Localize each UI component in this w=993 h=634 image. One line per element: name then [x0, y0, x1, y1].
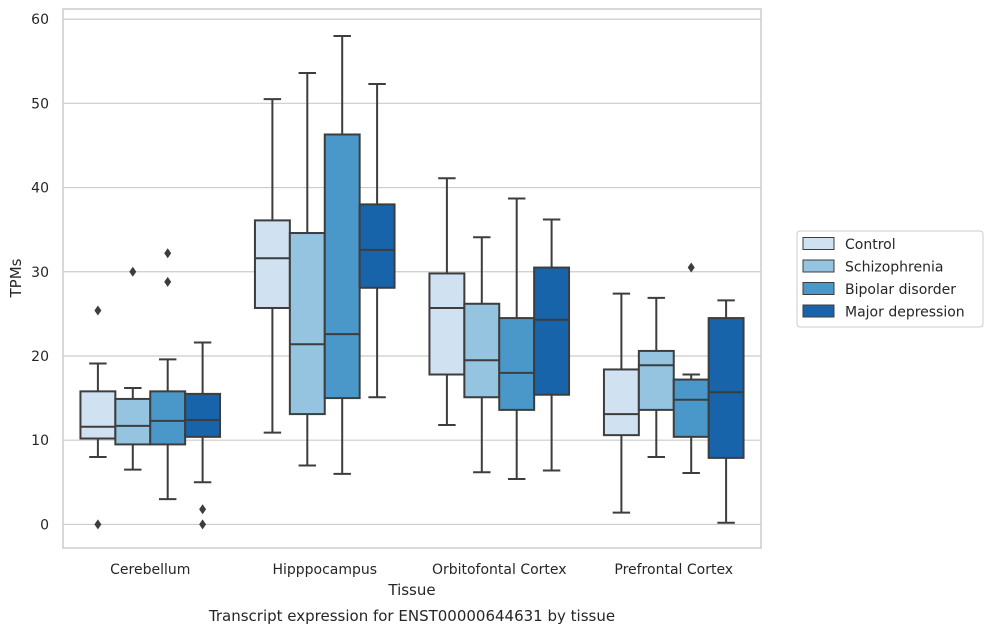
outlier-point: [164, 248, 172, 259]
outlier-point: [687, 262, 695, 273]
box-plot: [463, 236, 501, 474]
box-plot: [149, 248, 187, 501]
box-plot: [323, 34, 361, 475]
box-plot: [707, 299, 745, 524]
x-tick-label: Hipppocampus: [272, 562, 377, 578]
legend-label: Bipolar disorder: [845, 282, 956, 298]
box-plots: [79, 34, 745, 530]
box-plot: [428, 177, 466, 427]
outlier-point: [129, 266, 137, 277]
legend-swatch: [802, 259, 835, 273]
y-tick-label: 60: [31, 12, 49, 28]
outlier-point: [164, 276, 172, 287]
box-plot: [288, 72, 326, 467]
plot-frame: [62, 8, 762, 549]
chart-caption: Transcript expression for ENST0000064463…: [208, 607, 615, 625]
box-plot: [253, 98, 291, 434]
y-tick-label: 10: [31, 433, 49, 449]
box-iqr: [184, 392, 222, 438]
y-axis-label: TPMs: [7, 258, 25, 298]
legend-frame: [796, 230, 984, 328]
box-plot: [602, 292, 640, 514]
outlier-point: [199, 519, 207, 530]
outlier-point: [94, 305, 102, 316]
box-iqr: [288, 232, 326, 416]
legend-label: Schizophrenia: [845, 260, 943, 276]
box-iqr: [114, 397, 152, 446]
y-tick-label: 0: [40, 517, 49, 533]
legend-label: Control: [845, 237, 896, 253]
box-iqr: [672, 378, 710, 438]
outlier-point: [94, 519, 102, 530]
box-plot: [79, 305, 117, 530]
box-plot: [672, 262, 710, 475]
x-tick-label: Orbitofontal Cortex: [432, 562, 567, 578]
box-iqr: [637, 349, 675, 411]
legend-swatch: [802, 282, 835, 295]
x-axis-label: Tissue: [387, 581, 435, 599]
box-plot: [358, 82, 396, 399]
box-iqr: [463, 302, 501, 399]
y-tick-label: 50: [31, 96, 49, 112]
outlier-point: [199, 504, 207, 515]
legend-swatch: [802, 304, 835, 318]
box-iqr: [79, 390, 117, 440]
box-plot: [498, 197, 536, 480]
x-tick-labels: Cerebellum Hipppocampus Orbitofontal Corte…: [110, 562, 733, 578]
y-tick-label: 20: [31, 349, 49, 365]
box-plot: [184, 341, 222, 530]
legend-label: Major depression: [845, 305, 965, 321]
y-tick-label: 30: [31, 265, 49, 281]
box-plot: [114, 266, 152, 471]
box-iqr: [533, 266, 571, 396]
box-plot: [533, 218, 571, 472]
box-iqr: [323, 133, 361, 400]
x-tick-label: Prefrontal Cortex: [614, 562, 733, 578]
box-plot: [637, 296, 675, 459]
x-tick-label: Cerebellum: [110, 562, 190, 578]
y-tick-labels: 0 10 20 30 40 50 60: [31, 12, 49, 533]
box-iqr: [498, 317, 536, 411]
legend: Control Schizophrenia Bipolar disorder Majo…: [796, 230, 984, 328]
box-iqr: [358, 203, 396, 289]
box-iqr: [602, 368, 640, 437]
box-iqr: [149, 390, 187, 446]
box-iqr: [428, 272, 466, 376]
box-iqr: [253, 219, 291, 309]
legend-swatch: [802, 237, 835, 250]
y-tick-label: 40: [31, 181, 49, 197]
box-iqr: [707, 317, 745, 459]
